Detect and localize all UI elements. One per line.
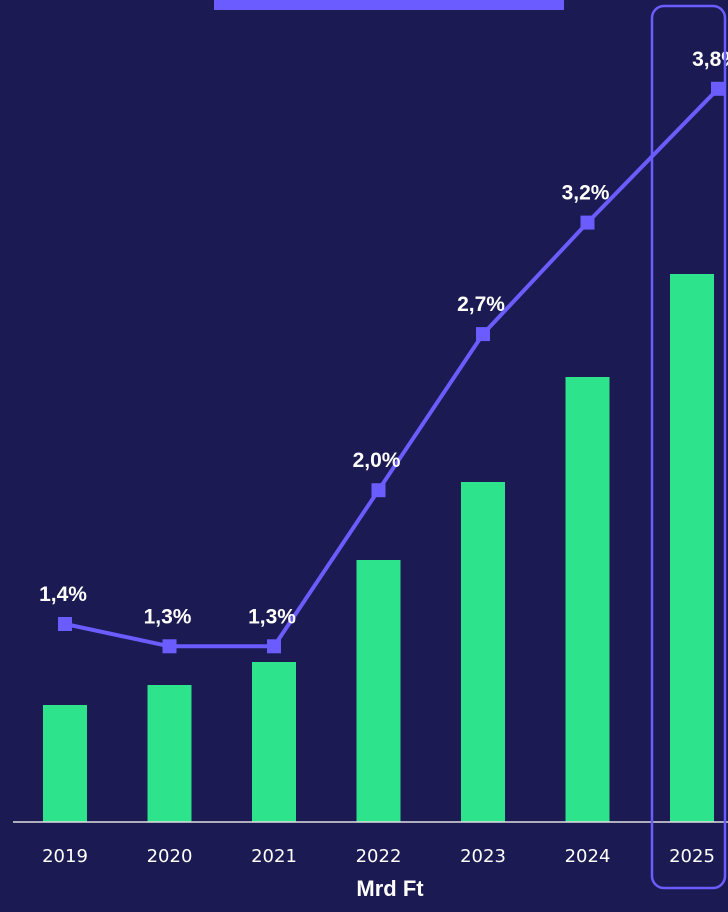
bar-2023 <box>461 482 505 822</box>
line-point-2022 <box>371 483 386 498</box>
x-tick-2024: 2024 <box>565 846 611 867</box>
data-label-2019: 1,4% <box>39 583 87 606</box>
bar-2024 <box>565 377 610 822</box>
x-axis-label: Mrd Ft <box>356 876 424 901</box>
data-label-2022: 2,0% <box>353 449 401 472</box>
x-tick-2019: 2019 <box>42 846 88 867</box>
data-label-2024: 3,2% <box>562 182 610 205</box>
line-point-2024 <box>580 215 595 230</box>
bar-2022 <box>356 560 401 822</box>
bar-2025 <box>670 274 714 822</box>
line-layer <box>58 81 725 654</box>
bar-2020 <box>147 685 192 822</box>
line-point-2019 <box>58 617 72 631</box>
data-label-2025: 3,8% <box>692 48 728 71</box>
line-point-2025 <box>711 81 725 96</box>
highlight-frame <box>650 4 727 890</box>
line-point-2021 <box>267 639 281 654</box>
x-tick-2025: 2025 <box>669 846 715 867</box>
data-label-2021: 1,3% <box>248 605 296 628</box>
bar-2021 <box>252 662 296 822</box>
data-label-2020: 1,3% <box>144 605 192 628</box>
title-banner <box>214 0 564 10</box>
data-labels-layer: 1,4% 1,3% 1,3% 2,0% 2,7% 3,2% 3,8% <box>39 48 728 628</box>
x-tick-2020: 2020 <box>147 846 193 867</box>
bar-2019 <box>43 705 87 822</box>
line-point-2020 <box>162 639 177 654</box>
line-point-2023 <box>476 327 490 342</box>
x-tick-labels: 2019 2020 2021 2022 2023 2024 2025 <box>42 846 715 867</box>
data-label-2023: 2,7% <box>457 293 505 316</box>
x-tick-2022: 2022 <box>356 846 402 867</box>
x-tick-2021: 2021 <box>251 846 297 867</box>
x-tick-2023: 2023 <box>460 846 506 867</box>
bars-layer <box>43 274 714 822</box>
